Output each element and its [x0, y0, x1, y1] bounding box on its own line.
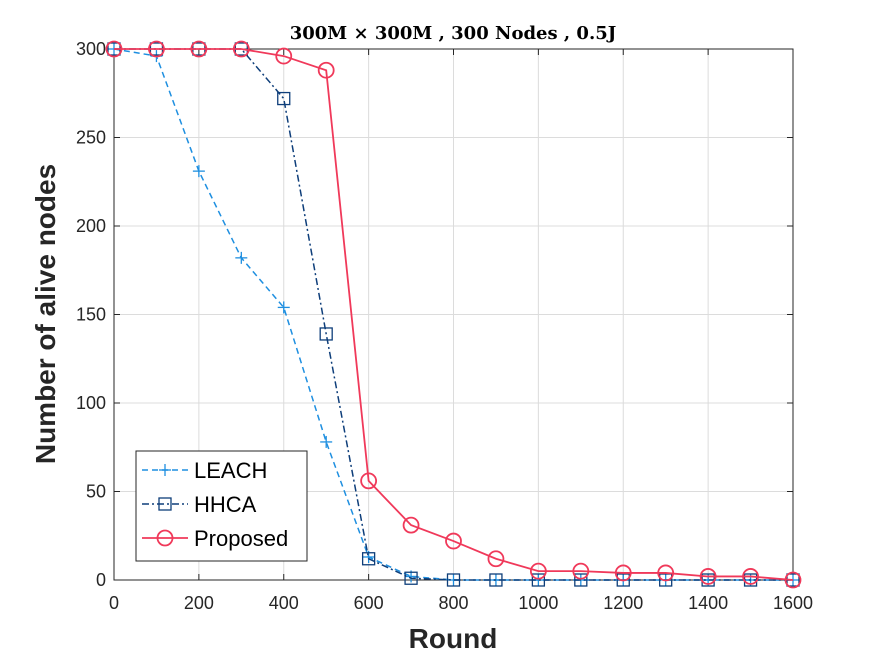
x-tick-label: 1200: [603, 593, 643, 613]
data-point-proposed: [190, 40, 208, 58]
data-point-proposed: [105, 40, 123, 58]
legend-label: HHCA: [194, 492, 257, 517]
legend-marker: [156, 529, 174, 547]
data-point-leach: [235, 251, 248, 264]
data-point-proposed: [572, 562, 590, 580]
data-point-proposed: [742, 568, 759, 585]
data-point-proposed: [657, 564, 675, 582]
legend-label: Proposed: [194, 526, 288, 551]
x-tick-label: 800: [438, 593, 468, 613]
legend-item-hhca: HHCA: [142, 492, 257, 517]
data-point-hhca: [574, 573, 588, 587]
data-point-proposed: [232, 40, 250, 58]
x-tick-label: 0: [109, 593, 119, 613]
x-tick-label: 600: [354, 593, 384, 613]
data-point-hhca: [489, 573, 503, 587]
data-point-hhca: [319, 327, 333, 341]
data-point-proposed: [699, 568, 717, 585]
data-point-hhca: [659, 573, 673, 587]
y-tick-label: 150: [76, 305, 106, 325]
series-proposed: [105, 40, 802, 589]
data-point-leach: [192, 165, 205, 178]
x-tick-label: 1000: [518, 593, 558, 613]
data-point-proposed: [317, 61, 335, 79]
data-point-proposed: [402, 516, 420, 534]
legend-items: LEACH HHCA Proposed: [142, 458, 288, 551]
data-point-hhca: [616, 573, 630, 587]
y-tick-label: 0: [96, 570, 106, 590]
data-point-hhca: [531, 573, 546, 587]
data-point-hhca: [404, 571, 418, 585]
y-tick-label: 300: [76, 39, 106, 59]
legend-item-proposed: Proposed: [142, 526, 288, 551]
legend-label: LEACH: [194, 458, 267, 483]
data-point-proposed: [360, 472, 378, 490]
data-point-proposed: [529, 562, 547, 580]
data-point-proposed: [275, 47, 293, 65]
legend-marker: [159, 464, 171, 476]
series-layer: [105, 40, 802, 589]
legend: LEACH HHCA Proposed: [135, 450, 308, 562]
x-axis-label: Round: [409, 623, 498, 654]
data-point-leach: [320, 435, 333, 448]
data-point-proposed: [445, 532, 462, 550]
series-line-proposed: [114, 48, 794, 581]
data-point-leach: [277, 301, 290, 314]
data-point-proposed: [784, 571, 802, 589]
series-line-hhca: [114, 48, 793, 581]
y-tick-label: 50: [86, 482, 106, 502]
legend-item-leach: LEACH: [142, 458, 267, 483]
x-tick-label: 1600: [773, 593, 813, 613]
data-point-hhca: [277, 91, 291, 106]
x-tick-label: 1400: [688, 593, 728, 613]
axis-ticks: 0 200 400 600 800 1000 1200 1400 1600 0 50 100 150 20…: [76, 39, 813, 613]
data-point-proposed: [148, 40, 165, 58]
x-tick-label: 400: [269, 593, 299, 613]
data-point-proposed: [614, 564, 632, 582]
x-tick-label: 200: [184, 593, 214, 613]
data-point-hhca: [361, 552, 376, 566]
y-axis-label: Number of alive nodes: [30, 164, 61, 464]
y-tick-label: 100: [76, 393, 106, 413]
legend-marker: [158, 497, 172, 511]
series-hhca: [107, 42, 800, 587]
y-tick-label: 200: [76, 216, 106, 236]
chart-title: 300M × 300M , 300 Nodes , 0.5J: [290, 23, 617, 44]
data-point-hhca: [446, 573, 461, 587]
y-tick-label: 250: [76, 128, 106, 148]
data-point-proposed: [487, 550, 505, 568]
